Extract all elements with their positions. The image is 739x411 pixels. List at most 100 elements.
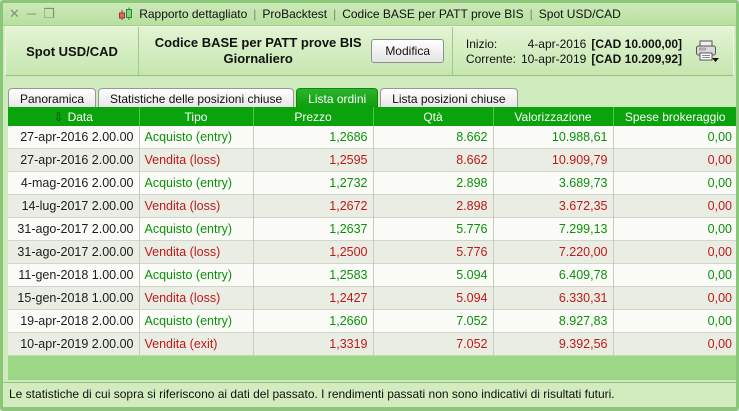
inizio-label: Inizio: bbox=[465, 36, 498, 51]
table-empty-filler bbox=[8, 355, 736, 380]
title-item-instrument: Spot USD/CAD bbox=[530, 7, 621, 21]
disclaimer-text: Le statistiche di cui sopra si riferisco… bbox=[9, 387, 615, 401]
order-fees: 0,00 bbox=[612, 126, 736, 149]
sort-descending-icon: ⇩ bbox=[53, 109, 64, 124]
status-bar: Le statistiche di cui sopra si riferisco… bbox=[3, 382, 736, 408]
order-price: 1,2672 bbox=[252, 194, 373, 218]
order-fees: 0,00 bbox=[612, 171, 736, 195]
order-value: 6.409,78 bbox=[492, 263, 613, 287]
order-price: 1,2732 bbox=[252, 171, 373, 195]
print-icon[interactable] bbox=[694, 40, 720, 62]
column-header-qta[interactable]: Qtà bbox=[372, 107, 493, 126]
order-date: 27-apr-2016 2.00.00 bbox=[8, 126, 139, 149]
tab-lista-ordini[interactable]: Lista ordini bbox=[296, 88, 379, 107]
column-header-prezzo[interactable]: Prezzo bbox=[252, 107, 373, 126]
order-value: 3.689,73 bbox=[492, 171, 613, 195]
order-type: Vendita (loss) bbox=[138, 240, 253, 264]
instrument-label: Spot USD/CAD bbox=[26, 43, 118, 59]
modify-button[interactable]: Modifica bbox=[371, 39, 444, 63]
order-fees: 0,00 bbox=[612, 240, 736, 264]
order-value: 7.299,13 bbox=[492, 217, 613, 241]
column-header-data[interactable]: ⇩ Data bbox=[8, 107, 139, 126]
corrente-label: Corrente: bbox=[465, 51, 516, 66]
order-row[interactable]: 19-apr-2018 2.00.00 Acquisto (entry) 1,2… bbox=[8, 309, 736, 333]
order-date: 19-apr-2018 2.00.00 bbox=[8, 309, 139, 333]
close-button[interactable]: ✕ bbox=[9, 6, 20, 21]
order-price: 1,2583 bbox=[252, 263, 373, 287]
title-item-code: Codice BASE per PATT prove BIS bbox=[333, 7, 523, 21]
order-value: 10.909,79 bbox=[492, 148, 613, 172]
order-date: 11-gen-2018 1.00.00 bbox=[8, 263, 139, 287]
order-qty: 7.052 bbox=[372, 332, 493, 355]
order-price: 1,3319 bbox=[252, 332, 373, 355]
order-fees: 0,00 bbox=[612, 286, 736, 310]
column-header-tipo[interactable]: Tipo bbox=[138, 107, 253, 126]
order-value: 9.392,56 bbox=[492, 332, 613, 355]
order-fees: 0,00 bbox=[612, 332, 736, 355]
order-date: 15-gen-2018 1.00.00 bbox=[8, 286, 139, 310]
order-fees: 0,00 bbox=[612, 263, 736, 287]
order-row[interactable]: 31-ago-2017 2.00.00 Vendita (loss) 1,250… bbox=[8, 240, 736, 264]
order-row[interactable]: 14-lug-2017 2.00.00 Vendita (loss) 1,267… bbox=[8, 194, 736, 218]
window-controls: ✕ ─ ❒ bbox=[9, 3, 55, 25]
tab-panoramica[interactable]: Panoramica bbox=[8, 88, 97, 107]
order-qty: 5.094 bbox=[372, 263, 493, 287]
order-qty: 8.662 bbox=[372, 126, 493, 149]
order-qty: 2.898 bbox=[372, 194, 493, 218]
order-fees: 0,00 bbox=[612, 148, 736, 172]
order-row[interactable]: 27-apr-2016 2.00.00 Acquisto (entry) 1,2… bbox=[8, 126, 736, 149]
order-fees: 0,00 bbox=[612, 309, 736, 333]
order-type: Acquisto (entry) bbox=[138, 126, 253, 149]
tab-lista-posizioni-chiuse[interactable]: Lista posizioni chiuse bbox=[380, 88, 518, 107]
order-type: Acquisto (entry) bbox=[138, 217, 253, 241]
order-type: Acquisto (entry) bbox=[138, 171, 253, 195]
order-row[interactable]: 15-gen-2018 1.00.00 Vendita (loss) 1,242… bbox=[8, 286, 736, 310]
table-header-row: ⇩ Data Tipo Prezzo Qtà Valorizzazione Spe… bbox=[8, 107, 736, 126]
strategy-info: Codice BASE per PATT prove BIS Giornalie… bbox=[139, 35, 371, 67]
order-row[interactable]: 27-apr-2016 2.00.00 Vendita (loss) 1,259… bbox=[8, 148, 736, 172]
account-values: Inizio: 4-apr-2016 [CAD 10.000,00] Corre… bbox=[466, 37, 682, 66]
strategy-name: Codice BASE per PATT prove BIS bbox=[154, 35, 362, 50]
timeframe-label: Giornaliero bbox=[223, 51, 293, 66]
order-qty: 2.898 bbox=[372, 171, 493, 195]
instrument-name: Spot USD/CAD bbox=[6, 27, 139, 75]
order-price: 1,2637 bbox=[252, 217, 373, 241]
inizio-value: [CAD 10.000,00] bbox=[591, 36, 683, 51]
order-date: 31-ago-2017 2.00.00 bbox=[8, 240, 139, 264]
order-value: 3.672,35 bbox=[492, 194, 613, 218]
column-header-valorizzazione[interactable]: Valorizzazione bbox=[492, 107, 613, 126]
orders-table-body: 27-apr-2016 2.00.00 Acquisto (entry) 1,2… bbox=[8, 126, 736, 355]
column-header-spese-brokeraggio[interactable]: Spese brokeraggio bbox=[612, 107, 736, 126]
order-date: 27-apr-2016 2.00.00 bbox=[8, 148, 139, 172]
window-title: Rapporto dettagliato ProBacktest Codice … bbox=[3, 7, 736, 22]
order-type: Vendita (loss) bbox=[138, 148, 253, 172]
order-fees: 0,00 bbox=[612, 217, 736, 241]
order-value: 7.220,00 bbox=[492, 240, 613, 264]
order-date: 14-lug-2017 2.00.00 bbox=[8, 194, 139, 218]
order-price: 1,2660 bbox=[252, 309, 373, 333]
order-qty: 5.776 bbox=[372, 217, 493, 241]
order-qty: 8.662 bbox=[372, 148, 493, 172]
header-panel: Spot USD/CAD Codice BASE per PATT prove … bbox=[5, 26, 734, 76]
maximize-button[interactable]: ❒ bbox=[43, 6, 55, 21]
titlebar: ✕ ─ ❒ Rapporto dettagliato ProBacktest C… bbox=[3, 3, 736, 26]
title-item-probacktest: ProBacktest bbox=[253, 7, 327, 21]
order-price: 1,2686 bbox=[252, 126, 373, 149]
orders-table-area: ⇩ Data Tipo Prezzo Qtà Valorizzazione Spe… bbox=[8, 107, 736, 380]
title-item-report: Rapporto dettagliato bbox=[139, 7, 248, 21]
minimize-button[interactable]: ─ bbox=[26, 6, 37, 21]
order-price: 1,2500 bbox=[252, 240, 373, 264]
order-row[interactable]: 31-ago-2017 2.00.00 Acquisto (entry) 1,2… bbox=[8, 217, 736, 241]
order-row[interactable]: 4-mag-2016 2.00.00 Acquisto (entry) 1,27… bbox=[8, 171, 736, 195]
corrente-date: 10-apr-2019 bbox=[520, 51, 587, 66]
orders-table: ⇩ Data Tipo Prezzo Qtà Valorizzazione Spe… bbox=[8, 107, 736, 355]
strategy-section: Codice BASE per PATT prove BIS Giornalie… bbox=[139, 27, 453, 75]
order-type: Vendita (exit) bbox=[138, 332, 253, 355]
print-dropdown-arrow bbox=[712, 58, 720, 62]
order-row[interactable]: 11-gen-2018 1.00.00 Acquisto (entry) 1,2… bbox=[8, 263, 736, 287]
tab-statistiche-posizioni-chiuse[interactable]: Statistiche delle posizioni chiuse bbox=[98, 88, 295, 107]
inizio-date: 4-apr-2016 bbox=[527, 36, 587, 51]
order-row[interactable]: 10-apr-2019 2.00.00 Vendita (exit) 1,331… bbox=[8, 332, 736, 355]
order-type: Vendita (loss) bbox=[138, 194, 253, 218]
